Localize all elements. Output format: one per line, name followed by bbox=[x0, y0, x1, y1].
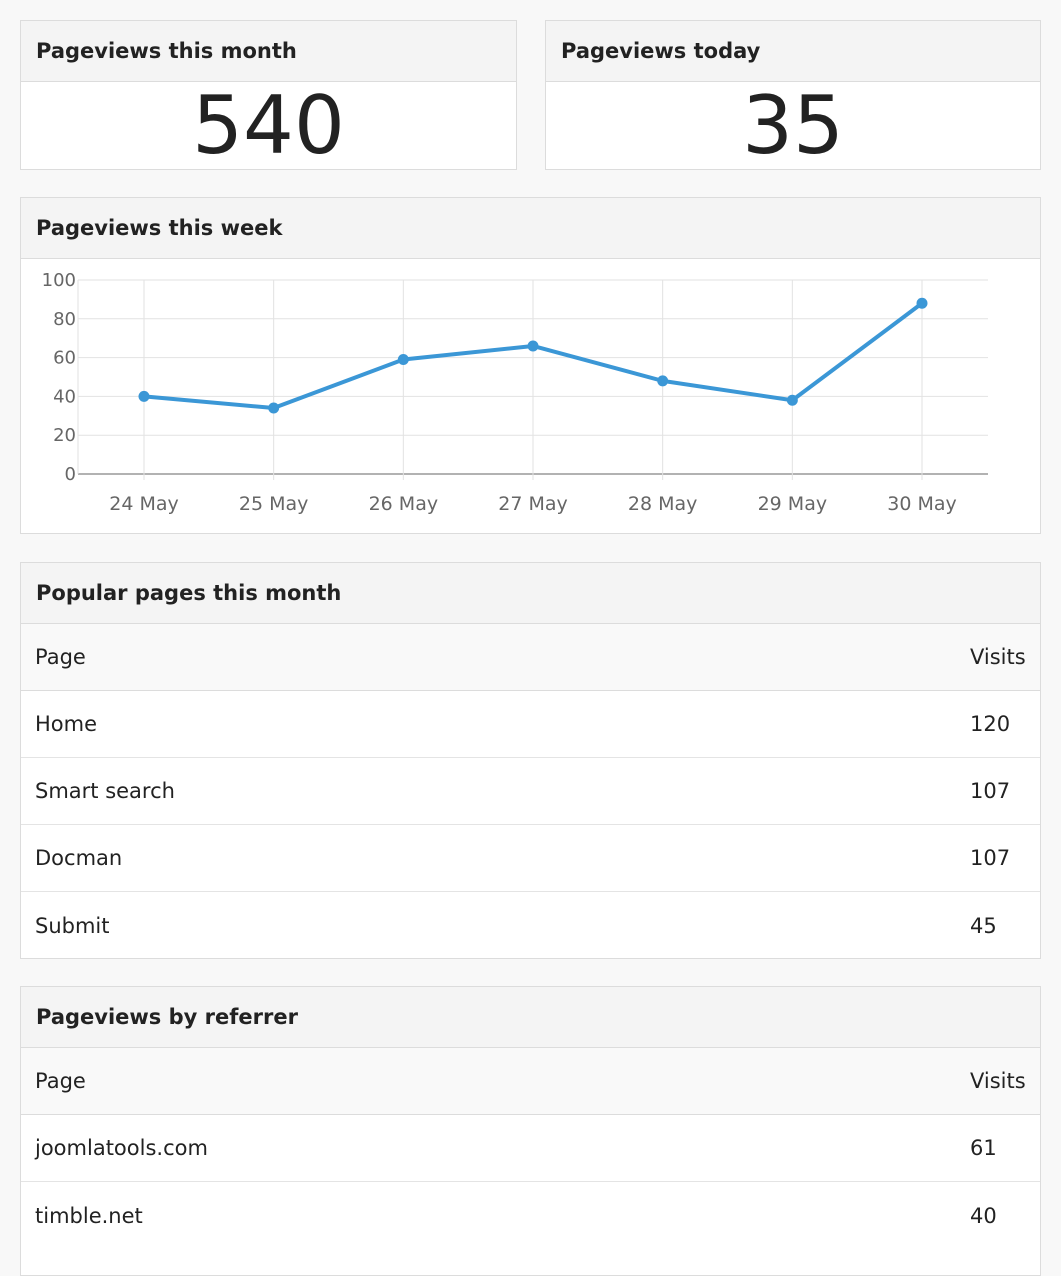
table-header-row: Page Visits bbox=[21, 1048, 1040, 1115]
row-visits: 40 bbox=[970, 1203, 997, 1228]
y-tick-label: 40 bbox=[53, 386, 76, 407]
y-tick-label: 60 bbox=[53, 348, 76, 369]
data-point bbox=[268, 402, 280, 414]
row-page: joomlatools.com bbox=[35, 1136, 208, 1160]
data-point bbox=[527, 340, 539, 352]
table-row: Docman 107 bbox=[21, 825, 1040, 892]
row-page: Docman bbox=[35, 846, 123, 870]
data-point bbox=[786, 394, 798, 406]
row-visits: 107 bbox=[970, 779, 1011, 803]
data-point bbox=[397, 354, 409, 366]
referrer-title: Pageviews by referrer bbox=[21, 987, 1040, 1048]
row-visits: 45 bbox=[970, 913, 997, 938]
x-tick-label: 25 May bbox=[239, 493, 309, 515]
row-visits: 120 bbox=[970, 712, 1011, 736]
stat-today-title: Pageviews today bbox=[546, 21, 1040, 82]
stat-panel-today: Pageviews today 35 bbox=[545, 20, 1041, 170]
column-header-page: Page bbox=[35, 645, 86, 669]
week-chart-title: Pageviews this week bbox=[21, 198, 1040, 259]
table-row: joomlatools.com 61 bbox=[21, 1115, 1040, 1182]
row-page: Home bbox=[35, 712, 98, 736]
column-header-visits: Visits bbox=[970, 645, 1026, 669]
table-row: Home 120 bbox=[21, 691, 1040, 758]
stat-panel-month: Pageviews this month 540 bbox=[20, 20, 517, 170]
row-page: Submit bbox=[35, 913, 110, 938]
table-header-row: Page Visits bbox=[21, 624, 1040, 691]
referrer-table: Page Visits joomlatools.com 61 timble.ne… bbox=[21, 1048, 1040, 1249]
column-header-page: Page bbox=[35, 1069, 86, 1093]
data-point bbox=[138, 390, 150, 402]
stat-month-title: Pageviews this month bbox=[21, 21, 516, 82]
table-row: Smart search 107 bbox=[21, 758, 1040, 825]
week-chart-panel: Pageviews this week 0 20 40 60 80 100 24 May 25… bbox=[20, 197, 1041, 534]
x-tick-label: 26 May bbox=[369, 493, 439, 515]
x-tick-label: 24 May bbox=[109, 493, 179, 515]
x-tick-label: 27 May bbox=[498, 493, 568, 515]
popular-pages-title: Popular pages this month bbox=[21, 563, 1040, 624]
x-tick-label: 29 May bbox=[758, 493, 828, 515]
x-tick-label: 28 May bbox=[628, 493, 698, 515]
row-visits: 61 bbox=[970, 1136, 997, 1160]
stat-today-value: 35 bbox=[742, 78, 844, 172]
stat-month-value: 540 bbox=[192, 78, 345, 172]
table-row: timble.net 40 bbox=[21, 1182, 1040, 1249]
y-tick-label: 80 bbox=[53, 309, 76, 330]
data-point bbox=[916, 297, 928, 309]
column-header-visits: Visits bbox=[970, 1069, 1026, 1093]
popular-pages-table: Page Visits Home 120 Smart search 107 Do… bbox=[21, 624, 1040, 959]
week-line-chart: 0 20 40 60 80 100 24 May 25 May 26 May 27 May 28 M… bbox=[42, 270, 988, 515]
popular-pages-panel: Popular pages this month Page Visits Hom… bbox=[20, 562, 1041, 959]
row-page: Smart search bbox=[35, 779, 175, 803]
y-tick-label: 0 bbox=[65, 464, 76, 485]
y-tick-label: 100 bbox=[42, 270, 76, 291]
x-tick-label: 30 May bbox=[887, 493, 957, 515]
table-row: Submit 45 bbox=[21, 892, 1040, 959]
row-visits: 107 bbox=[970, 846, 1011, 870]
referrer-panel: Pageviews by referrer Page Visits joomla… bbox=[20, 986, 1041, 1276]
y-tick-label: 20 bbox=[53, 425, 76, 446]
data-point bbox=[657, 375, 669, 387]
row-page: timble.net bbox=[35, 1203, 143, 1228]
